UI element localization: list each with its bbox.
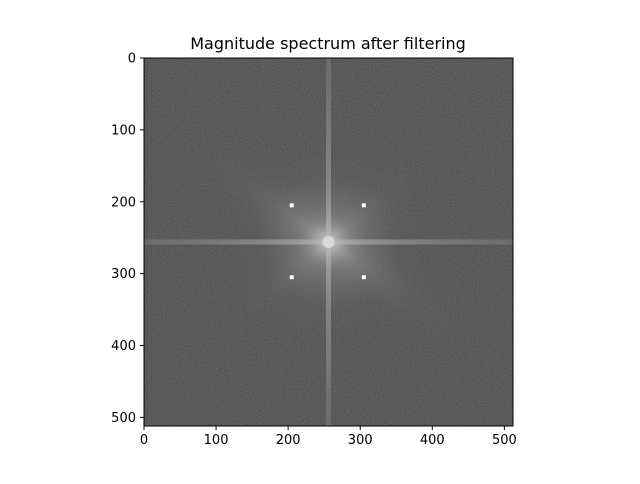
y-tick-label-0: 0	[128, 52, 136, 67]
y-axis: 0 100 200 300 400 500	[111, 52, 144, 426]
notch-point-3	[289, 275, 294, 280]
chart-title: Magnitude spectrum after filtering	[190, 34, 466, 53]
x-tick-label-200: 200	[276, 433, 301, 448]
x-tick-label-400: 400	[420, 433, 445, 448]
plot-frame	[143, 57, 514, 427]
y-tick-label-400: 400	[111, 339, 136, 354]
x-tick-label-0: 0	[140, 433, 148, 448]
y-tick-label-300: 300	[111, 267, 136, 282]
y-tick-label-200: 200	[111, 195, 136, 210]
y-tick-label-500: 500	[111, 411, 136, 426]
plot-area	[144, 58, 513, 426]
x-tick-label-500: 500	[492, 433, 517, 448]
notch-point-2	[361, 203, 366, 208]
y-tick-label-100: 100	[111, 123, 136, 138]
notch-markers	[289, 203, 366, 280]
notch-point-1	[289, 203, 294, 208]
x-axis: 0 100 200 300 400 500	[140, 426, 517, 448]
center-peak	[322, 236, 335, 248]
x-tick-label-100: 100	[204, 433, 229, 448]
notch-point-4	[361, 275, 366, 280]
x-tick-label-300: 300	[348, 433, 373, 448]
spectrum-features	[144, 58, 513, 426]
